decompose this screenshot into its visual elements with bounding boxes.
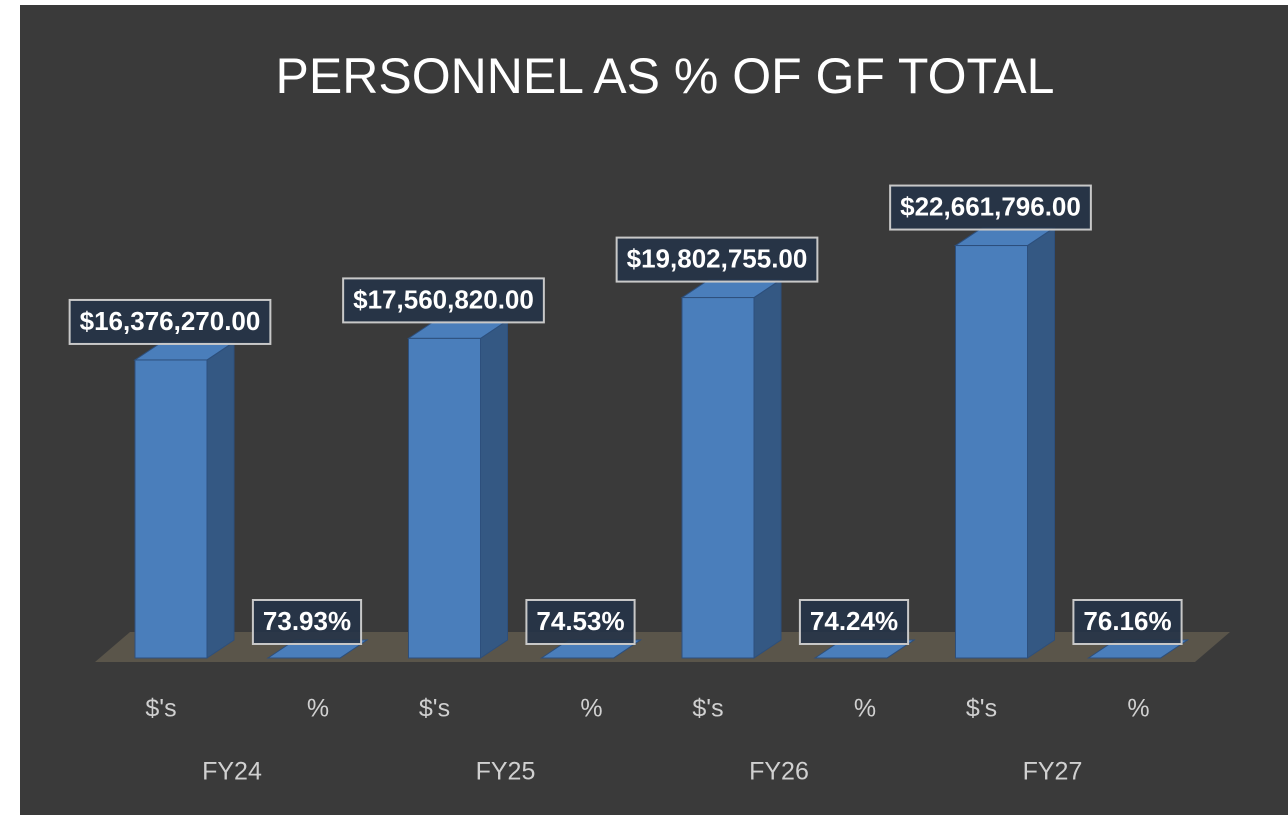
- data-label: $17,560,820.00: [353, 284, 534, 314]
- bar-side: [480, 319, 508, 659]
- x-tick-label: %: [854, 695, 876, 723]
- x-tick-label: $'s: [419, 695, 450, 723]
- data-label: $16,376,270.00: [80, 306, 261, 336]
- data-label-box: [68, 298, 272, 345]
- floor: [95, 632, 1230, 662]
- data-label-box: [798, 599, 910, 645]
- bar-side: [753, 278, 782, 659]
- x-tick-label: $'s: [966, 695, 997, 723]
- data-label-box: [889, 184, 1092, 231]
- group-label: FY26: [749, 758, 809, 786]
- bar: [134, 359, 208, 659]
- data-label-box: [615, 236, 819, 283]
- chart-title: PERSONNEL AS % OF GF TOTAL: [276, 48, 1055, 104]
- data-label: $19,802,755.00: [627, 243, 808, 273]
- bar: [955, 245, 1028, 659]
- bar-side: [1027, 226, 1055, 659]
- x-tick-label: $'s: [692, 695, 723, 723]
- data-label: 74.53%: [536, 606, 624, 636]
- group-label: FY25: [476, 758, 536, 786]
- data-label: 74.24%: [810, 606, 898, 636]
- x-tick-label: %: [1127, 695, 1149, 723]
- x-tick-label: $'s: [145, 695, 176, 723]
- data-label: 73.93%: [263, 606, 351, 636]
- data-label-box: [251, 599, 363, 645]
- x-tick-label: %: [307, 695, 329, 723]
- data-label-box: [525, 599, 636, 645]
- group-label: FY24: [202, 758, 262, 786]
- data-label-box: [342, 277, 545, 324]
- bar: [681, 297, 755, 659]
- data-label-box: [1072, 599, 1183, 645]
- bar: [408, 337, 481, 659]
- group-label: FY27: [1023, 758, 1083, 786]
- bar-side: [206, 341, 235, 659]
- data-label: $22,661,796.00: [900, 191, 1081, 221]
- x-tick-label: %: [580, 695, 602, 723]
- data-label: 76.16%: [1083, 606, 1171, 636]
